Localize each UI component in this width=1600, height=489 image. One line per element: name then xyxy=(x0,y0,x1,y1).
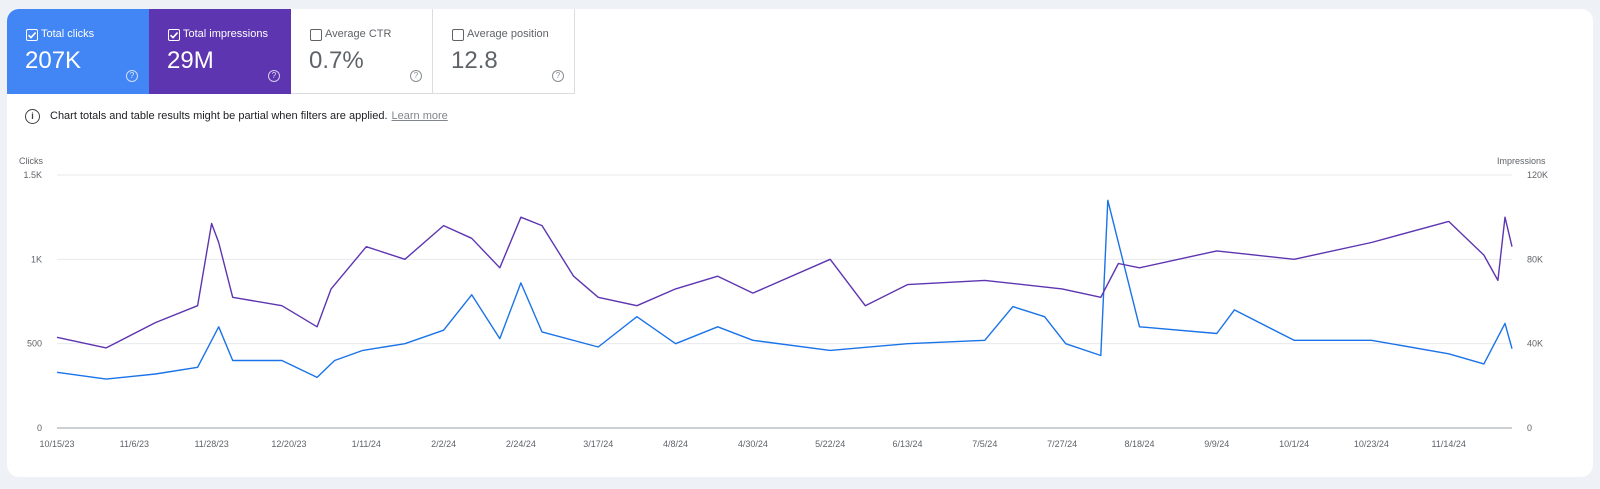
x-tick-label: 7/27/24 xyxy=(1047,439,1077,449)
checkbox-checked-icon[interactable] xyxy=(168,29,180,41)
metric-average-ctr[interactable]: Average CTR 0.7% ? xyxy=(291,9,433,94)
filter-notice: i Chart totals and table results might b… xyxy=(25,108,448,124)
x-tick-label: 10/23/24 xyxy=(1354,439,1389,449)
x-tick-label: 1/11/24 xyxy=(352,439,381,449)
right-tick-label: 0 xyxy=(1527,423,1532,433)
x-tick-label: 6/13/24 xyxy=(892,439,922,449)
right-tick-label: 80K xyxy=(1527,254,1543,264)
x-tick-label: 2/24/24 xyxy=(506,439,536,449)
metric-label: Average position xyxy=(467,28,549,40)
left-tick-label: 1.5K xyxy=(23,170,42,180)
x-tick-label: 9/9/24 xyxy=(1204,439,1229,449)
x-tick-label: 12/20/23 xyxy=(271,439,306,449)
help-icon[interactable]: ? xyxy=(126,70,138,82)
x-tick-label: 11/14/24 xyxy=(1432,439,1466,449)
metric-value: 0.7% xyxy=(309,47,364,74)
help-icon[interactable]: ? xyxy=(552,70,564,82)
right-axis-title: Impressions xyxy=(1497,156,1546,166)
metric-label: Total clicks xyxy=(41,28,95,40)
metric-total-impressions[interactable]: Total impressions 29M ? xyxy=(149,9,291,94)
help-icon[interactable]: ? xyxy=(268,70,280,82)
info-icon: i xyxy=(25,108,40,124)
left-tick-label: 0 xyxy=(37,423,42,433)
checkbox-unchecked-icon[interactable] xyxy=(310,29,322,41)
checkbox-checked-icon[interactable] xyxy=(26,29,38,41)
x-tick-label: 7/5/24 xyxy=(972,439,997,449)
performance-chart: 0 0 500 40K 1K 80K 1.5K 120K 10/15/23 11/6/23 11/2… xyxy=(23,170,1548,449)
x-tick-label: 3/17/24 xyxy=(583,439,613,449)
right-tick-label: 40K xyxy=(1527,339,1543,349)
x-tick-label: 11/6/23 xyxy=(120,439,149,449)
learn-more-link[interactable]: Learn more xyxy=(391,110,448,122)
right-tick-label: 120K xyxy=(1527,170,1548,180)
metric-tabs: Total clicks 207K ? Total impressions 29… xyxy=(7,9,575,94)
x-tick-label: 4/8/24 xyxy=(663,439,688,449)
metric-label: Average CTR xyxy=(325,28,392,40)
metric-average-position[interactable]: Average position 12.8 ? xyxy=(433,9,575,94)
checkbox-unchecked-icon[interactable] xyxy=(452,29,464,41)
left-axis-title: Clicks xyxy=(19,156,43,166)
notice-text: Chart totals and table results might be … xyxy=(50,110,388,122)
metric-total-clicks[interactable]: Total clicks 207K ? xyxy=(7,9,149,94)
left-tick-label: 1K xyxy=(31,254,42,264)
metric-value: 207K xyxy=(25,47,82,74)
x-tick-label: 8/18/24 xyxy=(1124,439,1154,449)
performance-card: Total clicks 207K ? Total impressions 29… xyxy=(7,9,1593,477)
metric-value: 29M xyxy=(167,47,214,74)
x-tick-label: 5/22/24 xyxy=(815,439,845,449)
metric-value: 12.8 xyxy=(451,47,498,74)
impressions-series-line xyxy=(56,216,1513,349)
x-tick-label: 10/1/24 xyxy=(1279,439,1309,449)
x-tick-label: 10/15/23 xyxy=(39,439,74,449)
metric-label: Total impressions xyxy=(183,28,268,40)
x-tick-label: 2/2/24 xyxy=(431,439,456,449)
x-tick-label: 4/30/24 xyxy=(738,439,768,449)
help-icon[interactable]: ? xyxy=(410,70,422,82)
clicks-series-line xyxy=(56,199,1513,380)
left-tick-label: 500 xyxy=(27,339,42,349)
x-tick-label: 11/28/23 xyxy=(194,439,228,449)
